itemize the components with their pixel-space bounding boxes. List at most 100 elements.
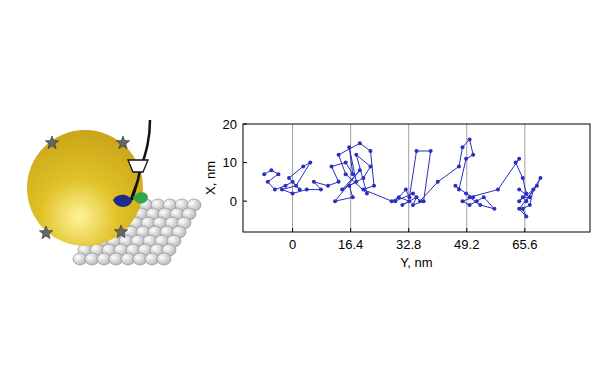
trajectory-point [517,199,521,203]
linker [128,160,148,172]
trajectory-point [326,184,330,188]
trajectory-point [521,207,525,211]
grid-line [292,124,293,232]
trajectory-point [347,184,351,188]
trajectory-point [482,195,486,199]
trajectory-point [266,180,270,184]
trajectory-point [415,195,419,199]
y-tick-label: 10 [223,155,237,170]
x-tick-label: 49.2 [454,237,479,252]
trajectory-point [365,191,369,195]
trajectory-point [358,168,362,172]
y-tick-label: 0 [230,194,237,209]
trajectory-point [521,176,525,180]
x-tick-label: 16.4 [338,237,363,252]
trajectory-point [471,195,475,199]
trajectory-point [478,203,482,207]
y-axis-label: X, nm [203,161,218,195]
trajectory-point [514,161,518,165]
figure: 016.432.849.265.601020Y, nmX, nm [0,0,610,370]
trajectory-point [273,188,277,192]
fluorophore [114,225,127,238]
trajectory-point [521,195,525,199]
trajectory-point [461,145,465,149]
x-tick [466,228,467,232]
trajectory-point [354,180,358,184]
trajectory-point [368,149,372,153]
trajectory-point [319,188,323,192]
trajectory-point [517,188,521,192]
grid-line [408,124,409,232]
trajectory-point [535,184,539,188]
trajectory-point [390,199,394,203]
x-tick [350,228,351,232]
trajectory-point [468,195,472,199]
trajectory-point [330,164,334,168]
trajectory-point [351,195,355,199]
trajectory-point [464,157,468,161]
trajectory-point [492,207,496,211]
trajectory-point [517,157,521,161]
trajectory-point [429,149,433,153]
trajectory-point [361,176,365,180]
trajectory-point [269,168,273,172]
trajectory-point [397,195,401,199]
trajectory-point [308,161,312,165]
trajectory-point [411,203,415,207]
trajectory-point [457,188,461,192]
x-tick [524,228,525,232]
trajectory-point [301,164,305,168]
trajectory-point [351,172,355,176]
y-tick [243,162,247,163]
trajectory-point [471,153,475,157]
fluorophore [45,136,58,149]
fluorophore [116,136,129,149]
trajectory-point [453,184,457,188]
trajectory-point [305,188,309,192]
plot-frame [243,124,590,232]
trajectory-point [400,203,404,207]
chart: 016.432.849.265.601020Y, nmX, nm [203,117,590,271]
trajectory-point [280,188,284,192]
trajectory-point [517,207,521,211]
trajectory-point [354,153,358,157]
trajectory-point [415,149,419,153]
trajectory-point [418,199,422,203]
trajectory-point [276,172,280,176]
x-axis-label: Y, nm [400,255,432,270]
trajectory-point [524,199,528,203]
trajectory-point [372,184,376,188]
trajectory-point [531,188,535,192]
x-tick-label: 32.8 [396,237,421,252]
trajectory-point [287,176,291,180]
trajectory-point [298,188,302,192]
trajectory-point [361,188,365,192]
trajectory-point [468,137,472,141]
trajectory-point [368,164,372,168]
trajectory-point [344,172,348,176]
trajectory-point [344,161,348,165]
grid-line [466,124,467,232]
trajectory-point [457,164,461,168]
trajectory-point [347,145,351,149]
trajectory-point [340,188,344,192]
trajectory-point [468,203,472,207]
trajectory-point [407,199,411,203]
x-tick-label: 0 [289,237,296,252]
plot-area [262,137,542,218]
trajectory-point [538,176,542,180]
trajectory-point [404,188,408,192]
trajectory-point [528,195,532,199]
trajectory-point [294,184,298,188]
trajectory-point [337,153,341,157]
trajectory-point [291,191,295,195]
y-tick [243,124,247,125]
trajectory-point [358,141,362,145]
trajectory-point [436,180,440,184]
trajectory-point [422,199,426,203]
trajectory-point [337,180,341,184]
trajectory-point [524,191,528,195]
x-tick-label: 65.6 [512,237,537,252]
y-tick [243,201,247,202]
fluorophore [39,226,52,239]
